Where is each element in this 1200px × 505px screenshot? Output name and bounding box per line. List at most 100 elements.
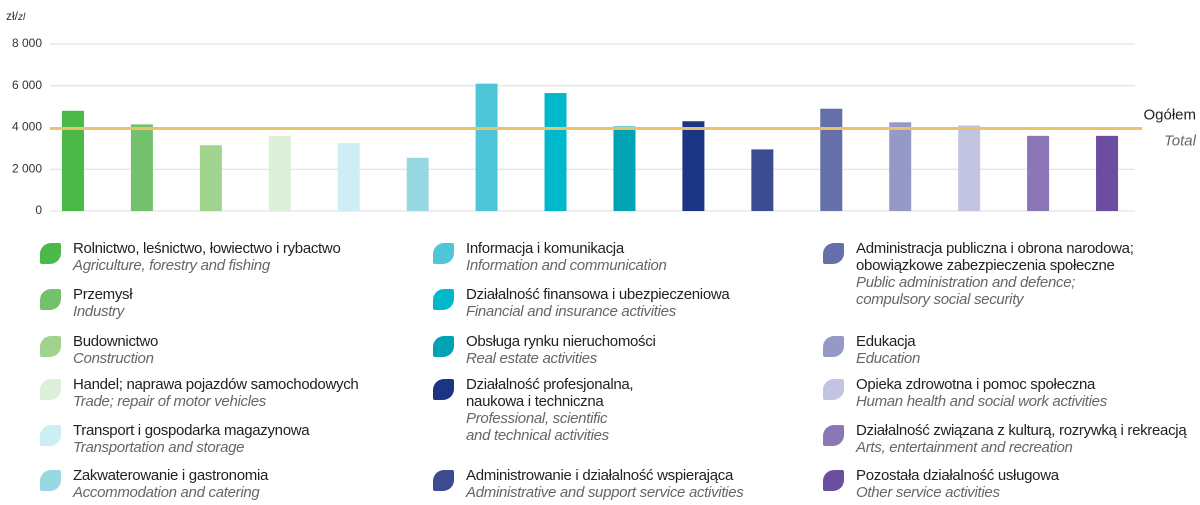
- legend-item: Budownictwo Construction: [40, 333, 158, 367]
- legend-label: Zakwaterowanie i gastronomia: [73, 467, 269, 484]
- bar: [751, 149, 774, 211]
- legend-item: Rolnictwo, leśnictwo, łowiectwo i rybact…: [40, 240, 341, 274]
- legend-item: Działalność związana z kulturą, rozrywką…: [823, 422, 1187, 456]
- unit-en: zl: [17, 12, 26, 23]
- legend-label-en: Other service activities: [856, 484, 1000, 501]
- bar: [199, 145, 222, 211]
- legend-text: Administracja publiczna i obrona narodow…: [856, 240, 1134, 308]
- legend-label: Przemysł: [73, 286, 133, 303]
- legend-text: Opieka zdrowotna i pomoc społeczna Human …: [856, 376, 1107, 410]
- legend-item: Informacja i komunikacja Information and …: [433, 240, 667, 274]
- legend-icon: [823, 379, 844, 400]
- legend-text: Administrowanie i działalność wspierając…: [466, 467, 744, 501]
- y-tick-label: 4 000: [12, 120, 42, 134]
- y-tick-label: 8 000: [12, 36, 42, 50]
- legend-text: Handel; naprawa pojazdów samochodowych Tr…: [73, 376, 359, 410]
- legend-label-en: Human health and social work activities: [856, 393, 1107, 410]
- legend-label-en: Trade; repair of motor vehicles: [73, 393, 267, 410]
- legend-label: Pozostała działalność usługowa: [856, 467, 1059, 484]
- legend-label-en: Public administration and defence; compu…: [856, 274, 1076, 308]
- bar: [544, 93, 567, 211]
- legend-label: Działalność finansowa i ubezpieczeniowa: [466, 286, 730, 303]
- legend-text: Transport i gospodarka magazynowa Transpo…: [73, 422, 310, 456]
- legend-text: Zakwaterowanie i gastronomia Accommodatio…: [73, 467, 268, 501]
- legend-label: Obsługa rynku nieruchomości: [466, 333, 656, 350]
- bar: [1027, 135, 1050, 211]
- y-tick-label: 6 000: [12, 78, 42, 92]
- legend-icon: [823, 470, 844, 491]
- legend-icon: [40, 243, 61, 264]
- y-tick-label: 0: [35, 203, 42, 217]
- legend-icon: [40, 289, 61, 310]
- legend-label-en: Education: [856, 350, 921, 367]
- legend-label-en: Agriculture, forestry and fishing: [73, 257, 270, 274]
- legend-item: Działalność finansowa i ubezpieczeniowa F…: [433, 286, 730, 320]
- legend-icon: [433, 243, 454, 264]
- legend-item: Opieka zdrowotna i pomoc społeczna Human …: [823, 376, 1107, 410]
- legend-item: Działalność profesjonalna, naukowa i tec…: [433, 376, 634, 444]
- legend-icon: [40, 470, 61, 491]
- legend-item: Edukacja Education: [823, 333, 920, 367]
- bar: [889, 122, 912, 211]
- legend-label: Administracja publiczna i obrona narodow…: [856, 240, 1134, 274]
- bar: [61, 110, 84, 211]
- legend-item: Pozostała działalność usługowa Other serv…: [823, 467, 1059, 501]
- legend-label-en: Accommodation and catering: [73, 484, 260, 501]
- legend-text: Działalność finansowa i ubezpieczeniowa F…: [466, 286, 730, 320]
- bar: [337, 143, 360, 211]
- legend-icon: [823, 243, 844, 264]
- legend-icon: [433, 336, 454, 357]
- bar: [958, 125, 981, 211]
- legend-label-en: Construction: [73, 350, 154, 367]
- legend-icon: [40, 425, 61, 446]
- bar: [820, 108, 843, 211]
- legend-label: Działalność profesjonalna, naukowa i tec…: [466, 376, 634, 410]
- bar: [1096, 135, 1119, 211]
- legend-item: Administracja publiczna i obrona narodow…: [823, 240, 1134, 308]
- y-tick-label: 2 000: [12, 161, 42, 175]
- legend-label-en: Professional, scientific and technical a…: [466, 410, 609, 444]
- legend-label-en: Financial and insurance activities: [466, 303, 676, 320]
- legend-label: Informacja i komunikacja: [466, 240, 624, 257]
- bar: [475, 83, 498, 211]
- legend-icon: [40, 336, 61, 357]
- legend-label-en: Industry: [73, 303, 124, 320]
- legend-icon: [433, 289, 454, 310]
- legend-icon: [823, 336, 844, 357]
- legend-label-en: Information and communication: [466, 257, 667, 274]
- y-unit: zł/zl: [6, 9, 26, 23]
- bar: [130, 124, 153, 211]
- legend-icon: [40, 379, 61, 400]
- legend-label-en: Real estate activities: [466, 350, 597, 367]
- legend-text: Obsługa rynku nieruchomości Real estate a…: [466, 333, 656, 367]
- legend-text: Działalność profesjonalna, naukowa i tec…: [466, 376, 634, 444]
- legend-label: Transport i gospodarka magazynowa: [73, 422, 310, 439]
- legend-label: Rolnictwo, leśnictwo, łowiectwo i rybact…: [73, 240, 341, 257]
- bar: [613, 126, 636, 211]
- legend-item: Obsługa rynku nieruchomości Real estate a…: [433, 333, 656, 367]
- legend-label: Edukacja: [856, 333, 916, 350]
- legend-item: Administrowanie i działalność wspierając…: [433, 467, 744, 501]
- legend-icon: [823, 425, 844, 446]
- legend-text: Informacja i komunikacja Information and …: [466, 240, 667, 274]
- bar: [268, 135, 291, 211]
- chart: zł/zl 0 2 000 4 000 6 000 8 000 Ogółem Total: [6, 9, 1197, 217]
- reference-label: Ogółem: [1143, 107, 1196, 124]
- legend-text: Działalność związana z kulturą, rozrywką…: [856, 422, 1187, 456]
- unit: zł/: [6, 9, 19, 23]
- bar: [682, 121, 705, 211]
- legend-item: Przemysł Industry: [40, 286, 133, 320]
- legend-label: Administrowanie i działalność wspierając…: [466, 467, 733, 484]
- reference-label-en: Total: [1164, 133, 1197, 150]
- legend-text: Edukacja Education: [856, 333, 920, 367]
- legend-label: Budownictwo: [73, 333, 159, 350]
- legend-label: Opieka zdrowotna i pomoc społeczna: [856, 376, 1096, 393]
- legend-label-en: Transportation and storage: [73, 439, 245, 456]
- legend-item: Zakwaterowanie i gastronomia Accommodatio…: [40, 467, 268, 501]
- legend-text: Przemysł Industry: [73, 286, 133, 320]
- legend-label: Handel; naprawa pojazdów samochodowych: [73, 376, 359, 393]
- legend-label: Działalność związana z kulturą, rozrywką…: [856, 422, 1187, 439]
- legend-label-en: Administrative and support service activ…: [466, 484, 744, 501]
- legend-label-en: Arts, entertainment and recreation: [856, 439, 1073, 456]
- bar: [406, 157, 429, 211]
